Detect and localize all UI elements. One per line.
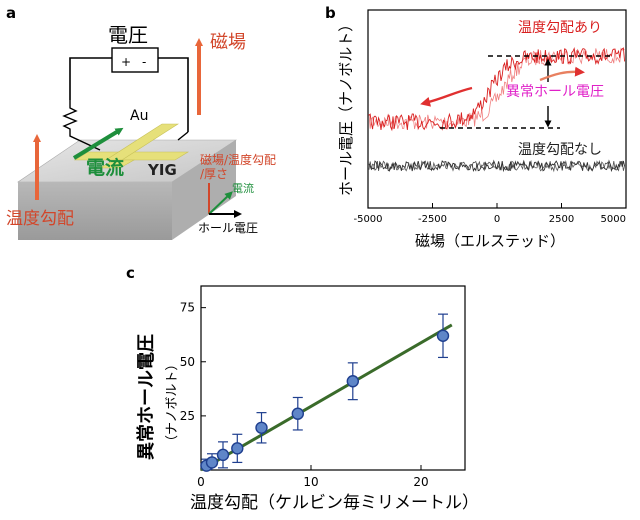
magnetic-field-label: 磁場 (210, 32, 246, 53)
panel-c-ylabel-unit: （ナノボルト） (165, 358, 180, 448)
panel-c-y-tick-label: 50 (180, 355, 195, 369)
panel-c-x-tick-label: 0 (197, 475, 205, 489)
panel-b-x-tick-label: -5000 (353, 214, 382, 225)
wire-right (158, 57, 189, 132)
temperature-gradient-label: 温度勾配 (6, 209, 74, 229)
voltage-label: 電圧 (108, 23, 148, 47)
panel-b-frame (367, 9, 627, 209)
panel-a: a + - 電圧 磁場 温度勾配 Au 電流 YIG 磁場/温度勾配 /厚さ (6, 4, 276, 240)
legend-current-axis (208, 191, 233, 215)
with-gradient-trace-1 (368, 46, 626, 132)
panel-b-x-tick-label: 2500 (549, 214, 574, 225)
current-arrow (72, 127, 124, 160)
yig-slab-front (18, 182, 172, 240)
current-label: 電流 (86, 156, 124, 179)
voltmeter (111, 47, 159, 73)
panel-c-plot (200, 313, 453, 472)
anomalous-hall-annotation: 異常ホール電圧 (506, 84, 604, 100)
yig-slab-side (172, 140, 236, 240)
au-label: Au (130, 108, 148, 124)
series-without-gradient-label: 温度勾配なし (518, 142, 602, 158)
wire-resistor (62, 100, 101, 151)
panel-c-axes: 0 10 20 25 50 75 (180, 301, 429, 489)
voltmeter-minus: - (142, 55, 146, 69)
panel-a-label: a (6, 4, 16, 22)
panel-b-label: b (325, 4, 336, 22)
legend-field-gradient: 磁場/温度勾配 (200, 152, 276, 167)
data-point (205, 456, 219, 469)
yig-label: YIG (147, 161, 177, 179)
panel-b-series (368, 46, 626, 173)
with-gradient-trace-2 (368, 47, 625, 130)
wire-right-contact (177, 131, 189, 141)
panel-b-x-axis: -5000 -2500 0 2500 5000 (353, 203, 627, 225)
legend-current: 電流 (232, 181, 254, 195)
panel-b: b -5000 -2500 0 2500 5000 ホール電圧（ナノボルト） 磁場（エル… (325, 4, 627, 250)
panel-c-xlabel: 温度勾配（ケルビン毎ミリメートル） (190, 493, 479, 513)
data-point (436, 329, 450, 342)
sweep-arrow-down (420, 86, 473, 107)
panel-c-y-tick-label: 25 (180, 409, 195, 423)
voltmeter-plus: + (121, 55, 131, 69)
data-point (255, 421, 268, 434)
panel-c-frame (200, 285, 466, 471)
data-point (346, 375, 359, 388)
legend-thickness: /厚さ (200, 167, 228, 181)
panel-c-x-tick-label: 10 (303, 475, 318, 489)
panel-c-ylabel: 異常ホール電圧 (135, 334, 157, 460)
panel-c-y-tick-label: 75 (180, 301, 195, 315)
panel-c: c 0 10 20 25 50 75 異常ホール電圧 （ナノボルト） 温度勾配（ケルビン毎… (126, 264, 479, 513)
data-point (216, 448, 230, 462)
sweep-arrow-up (539, 66, 585, 82)
panel-b-ylabel: ホール電圧（ナノボルト） (337, 17, 355, 196)
panel-c-label: c (126, 264, 135, 282)
panel-b-x-tick-label: 0 (494, 214, 500, 225)
series-with-gradient-label: 温度勾配あり (518, 20, 602, 36)
au-electrode-main (73, 151, 190, 161)
without-gradient-trace-1 (368, 159, 626, 173)
wire-left (69, 57, 112, 100)
data-point (231, 442, 244, 455)
legend-hall-voltage: ホール電圧 (198, 221, 258, 235)
panel-b-x-tick-label: -2500 (418, 214, 447, 225)
data-point (291, 407, 304, 420)
panel-b-x-tick-label: 5000 (601, 214, 626, 225)
panel-c-x-tick-label: 20 (413, 475, 428, 489)
panel-b-xlabel: 磁場（エルステッド） (415, 232, 565, 250)
au-electrode-lower (98, 159, 136, 169)
